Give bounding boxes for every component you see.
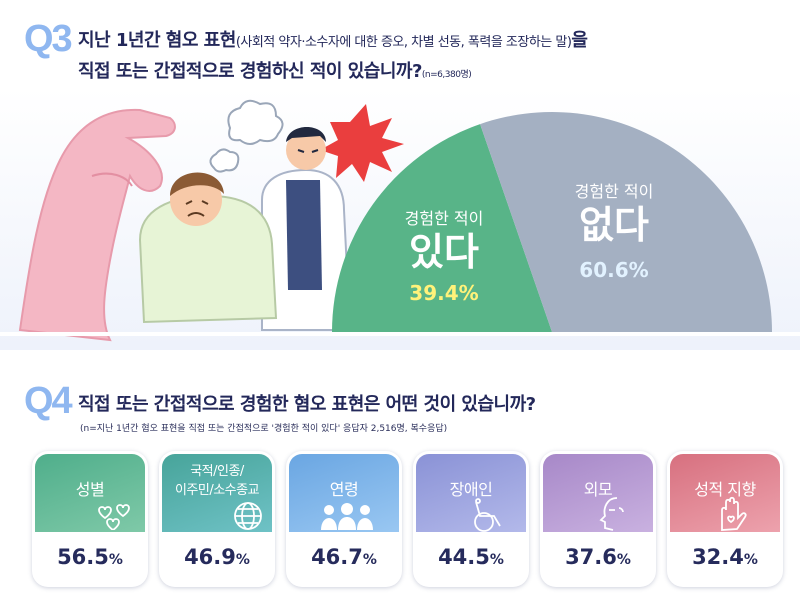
- hand-heart-icon: [714, 496, 748, 532]
- q3-text-a: 지난 1년간 혐오 표현: [78, 30, 236, 51]
- category-card: 성적 지향 32.4%: [667, 451, 783, 587]
- pie-label-yes-main: 있다: [409, 230, 479, 274]
- category-value: 56.5%: [32, 545, 148, 569]
- category-value-number: 44.5: [438, 545, 490, 569]
- pie-value-no: 60.6%: [579, 258, 649, 282]
- category-label-line: 성적 지향: [694, 480, 756, 499]
- pie-slice-no: [480, 111, 772, 332]
- category-label: 외모: [543, 480, 653, 500]
- category-card: 연령 46.7%: [286, 451, 402, 587]
- category-card: 성별 56.5%: [32, 451, 148, 587]
- category-value-unit: %: [616, 552, 631, 568]
- category-card: 외모 37.6%: [540, 451, 656, 587]
- globe-icon: [230, 500, 266, 532]
- face-icon: [597, 496, 631, 532]
- category-card-header: 외모: [543, 454, 653, 532]
- category-value-unit: %: [743, 552, 758, 568]
- category-label-line: 장애인: [449, 480, 493, 499]
- anger-burst-icon: [320, 104, 404, 182]
- q3-question-line2: 직접 또는 간접적으로 경험하신 적이 있습니까?(n=6,380명): [78, 57, 472, 83]
- category-value-unit: %: [489, 552, 504, 568]
- category-card-header: 성별: [35, 454, 145, 532]
- category-label: 국적/인종/이주민/소수종교: [162, 462, 272, 500]
- category-label-line: 연령: [329, 480, 359, 499]
- q4-bar-cards: 성별 56.5% 국적/인종/이주민/소수종교 46.9% 연령 46.7% 장애인 44.5…: [32, 451, 783, 589]
- pie-slice-yes: [332, 124, 552, 332]
- wheelchair-icon: [468, 498, 508, 532]
- category-value: 46.9%: [159, 545, 275, 569]
- category-card: 장애인 44.5%: [413, 451, 529, 587]
- category-label: 성적 지향: [670, 480, 780, 500]
- category-card-header: 국적/인종/이주민/소수종교: [162, 454, 272, 532]
- category-card: 국적/인종/이주민/소수종교 46.9%: [159, 451, 275, 587]
- category-label: 성별: [35, 480, 145, 500]
- pie-value-yes: 39.4%: [409, 281, 479, 305]
- category-value: 44.5%: [413, 545, 529, 569]
- smoke-puff-icon: [209, 99, 284, 173]
- category-value-unit: %: [108, 552, 123, 568]
- q3-text-paren: (사회적 약자·소수자에 대한 증오, 차별 선동, 폭력을 조장하는 말): [235, 35, 572, 50]
- pointing-hand-icon: [18, 108, 176, 342]
- people-icon: [319, 502, 375, 532]
- q3-chart-svg: [0, 88, 800, 350]
- category-value-number: 46.9: [184, 545, 236, 569]
- category-label-line: 성별: [75, 480, 105, 499]
- category-label-line: 국적/인종/: [190, 464, 244, 479]
- category-label-line: 이주민/소수종교: [174, 483, 260, 498]
- category-label: 장애인: [416, 480, 526, 500]
- category-card-header: 성적 지향: [670, 454, 780, 532]
- q4-question: 직접 또는 간접적으로 경험한 혐오 표현은 어떤 것이 있습니까?: [78, 394, 536, 415]
- category-value: 46.7%: [286, 545, 402, 569]
- sad-person-icon: [138, 172, 278, 324]
- hearts-icon: [93, 500, 139, 532]
- category-value-unit: %: [362, 552, 377, 568]
- half-donut-chart: [0, 111, 800, 336]
- category-value-number: 56.5: [57, 545, 109, 569]
- pie-baseline: [0, 332, 800, 336]
- category-label-line: 외모: [583, 480, 613, 499]
- category-card-header: 장애인: [416, 454, 526, 532]
- pie-label-no-main: 없다: [579, 203, 649, 247]
- pie-label-yes-top: 경험한 적이: [404, 209, 484, 228]
- q4-number: Q4: [24, 380, 73, 422]
- q3-n-note: (n=6,380명): [421, 70, 472, 80]
- category-value: 32.4%: [667, 545, 783, 569]
- q3-question-line1: 지난 1년간 혐오 표현(사회적 약자·소수자에 대한 증오, 차별 선동, 폭…: [78, 26, 588, 52]
- category-value-number: 37.6: [565, 545, 617, 569]
- category-card-header: 연령: [289, 454, 399, 532]
- category-value: 37.6%: [540, 545, 656, 569]
- pie-label-yes: 경험한 적이 있다 39.4%: [388, 205, 500, 305]
- q3-line2: 직접 또는 간접적으로 경험하신 적이 있습니까?: [78, 61, 422, 82]
- category-value-unit: %: [235, 552, 250, 568]
- q4-n-note: (n=지난 1년간 혐오 표현을 직접 또는 간접적으로 '경험한 적이 있다'…: [80, 424, 448, 434]
- q3-number: Q3: [24, 18, 73, 60]
- q3-text-b: 을: [571, 30, 588, 51]
- category-label: 연령: [289, 480, 399, 500]
- doctor-figure-icon: [261, 127, 352, 331]
- category-value-number: 32.4: [692, 545, 744, 569]
- pie-label-no: 경험한 적이 없다 60.6%: [558, 178, 670, 282]
- pie-label-no-top: 경험한 적이: [574, 182, 654, 201]
- category-value-number: 46.7: [311, 545, 363, 569]
